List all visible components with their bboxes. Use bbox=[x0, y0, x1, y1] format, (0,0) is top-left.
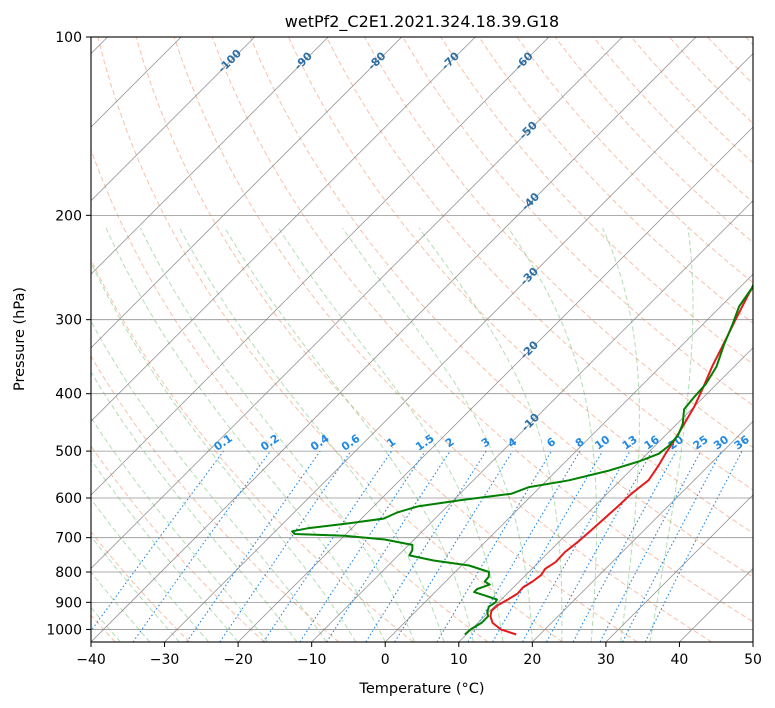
y-tick-label: 500 bbox=[55, 444, 82, 460]
isotherm-line bbox=[532, 420, 753, 642]
y-axis-ticks: 100 200 300 400 500 600 700 800 900 1000 bbox=[46, 30, 91, 638]
dry-adiabat-line bbox=[173, 37, 713, 642]
y-axis-label: Pressure (hPa) bbox=[12, 287, 28, 391]
y-tick-label: 400 bbox=[55, 387, 82, 403]
x-axis-label: Temperature (°C) bbox=[358, 681, 484, 697]
x-tick-label: −10 bbox=[297, 652, 327, 668]
mixing-ratio-line bbox=[299, 450, 426, 642]
background-reference-lines bbox=[91, 37, 753, 642]
moist-adiabat-line bbox=[179, 227, 445, 642]
moist-adiabat-line bbox=[418, 227, 563, 642]
x-tick-label: 50 bbox=[744, 652, 762, 668]
isotherm-line bbox=[384, 273, 753, 642]
moist-adiabat-line bbox=[91, 371, 298, 642]
dry-adiabat-line bbox=[326, 37, 753, 491]
moist-adiabat-line bbox=[91, 320, 327, 642]
dry-adiabat-line bbox=[97, 37, 563, 642]
isotherm-line bbox=[91, 37, 476, 422]
dry-adiabat-line bbox=[91, 355, 340, 642]
isotherm-line bbox=[164, 52, 753, 642]
x-tick-label: 40 bbox=[671, 652, 689, 668]
dry-adiabat-line bbox=[91, 531, 191, 642]
moist-adiabat-line bbox=[91, 261, 357, 642]
moist-adiabat-line bbox=[342, 227, 533, 642]
profile-series bbox=[291, 282, 753, 636]
mixing-ratio-line bbox=[644, 450, 743, 642]
isotherm-line bbox=[752, 641, 753, 642]
moist-adiabat-line bbox=[91, 535, 180, 642]
y-tick-label: 700 bbox=[55, 531, 82, 547]
x-tick-label: 10 bbox=[450, 652, 468, 668]
mixing-ratio-line bbox=[326, 450, 451, 642]
dry-adiabat-line bbox=[91, 445, 265, 642]
x-tick-label: −20 bbox=[223, 652, 253, 668]
moist-adiabat-line bbox=[91, 571, 151, 642]
isotherm-line bbox=[91, 37, 550, 496]
isotherm-line bbox=[91, 37, 697, 642]
mixing-ratio-line bbox=[546, 450, 653, 642]
dry-adiabat-line bbox=[91, 148, 489, 642]
x-axis-ticks: −40 −30 −20 −10 0 10 20 30 40 50 bbox=[76, 642, 762, 668]
y-tick-label: 800 bbox=[55, 565, 82, 581]
x-tick-label: −40 bbox=[76, 652, 106, 668]
mixing-ratio-line bbox=[132, 450, 271, 642]
moist-adiabat-line bbox=[91, 416, 268, 642]
chart-title: wetPf2_C2E1.2021.324.18.39.G18 bbox=[285, 12, 559, 32]
y-tick-label: 300 bbox=[55, 313, 82, 329]
y-tick-label: 600 bbox=[55, 491, 82, 507]
dry-adiabat-line bbox=[478, 37, 753, 324]
mixing-ratio-line bbox=[263, 450, 392, 642]
y-tick-label: 200 bbox=[55, 208, 82, 224]
isotherm-line bbox=[237, 126, 753, 642]
isotherm-line bbox=[91, 37, 623, 570]
mixing-ratio-line bbox=[91, 450, 224, 632]
plot-background bbox=[91, 37, 753, 642]
dry-adiabat-line bbox=[211, 37, 753, 623]
y-tick-label: 100 bbox=[55, 30, 82, 46]
x-tick-label: 20 bbox=[523, 652, 541, 668]
dry-adiabat-line bbox=[402, 37, 753, 407]
isotherm-line bbox=[91, 37, 403, 349]
y-tick-label: 900 bbox=[55, 595, 82, 611]
isotherm-line bbox=[91, 37, 255, 202]
dry-adiabat-line bbox=[249, 37, 753, 578]
dry-adiabat-line bbox=[135, 37, 638, 642]
isotherm-line bbox=[605, 494, 753, 642]
dewpoint-profile-line bbox=[291, 282, 753, 636]
moist-adiabat-line bbox=[105, 227, 386, 642]
x-tick-label: 0 bbox=[381, 652, 390, 668]
dry-adiabat-line bbox=[516, 37, 753, 284]
mixing-ratio-line bbox=[394, 450, 514, 642]
moist-adiabat-line bbox=[91, 458, 239, 642]
moist-adiabat-line bbox=[139, 227, 416, 642]
moist-adiabat-line bbox=[602, 227, 640, 642]
isotherm-line bbox=[91, 37, 329, 275]
isotherm-line bbox=[458, 347, 753, 642]
x-tick-label: −30 bbox=[150, 652, 180, 668]
x-tick-label: 30 bbox=[597, 652, 615, 668]
mixing-ratio-line bbox=[186, 450, 321, 642]
mixing-ratio-line bbox=[522, 450, 631, 642]
mixing-ratio-line bbox=[572, 450, 677, 642]
plot-frame bbox=[90, 36, 754, 643]
isotherm-line bbox=[311, 200, 753, 642]
moist-adiabat-line bbox=[91, 498, 210, 642]
mixing-ratio-line bbox=[219, 450, 352, 642]
moist-adiabat-line bbox=[507, 227, 598, 642]
y-tick-label: 1000 bbox=[46, 622, 82, 638]
